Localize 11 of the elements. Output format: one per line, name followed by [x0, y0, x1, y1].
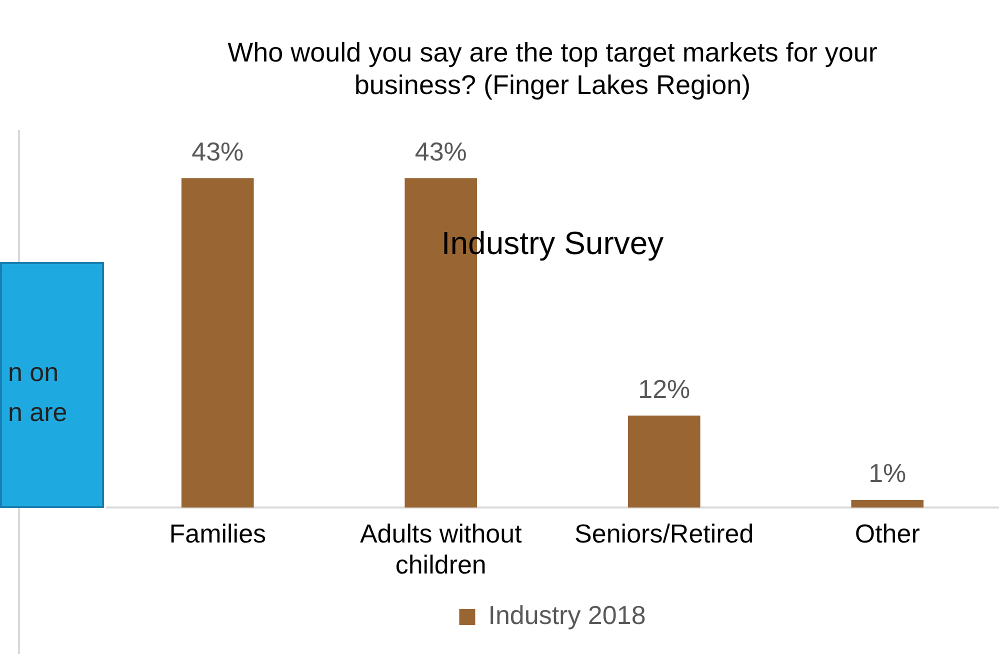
x-tick-label: Seniors/Retired	[574, 518, 754, 548]
legend-label: Industry 2018	[488, 600, 646, 630]
x-tick-label: Other	[854, 518, 920, 548]
data-label: 43%	[414, 136, 467, 166]
data-label: 12%	[638, 374, 690, 404]
chart-title: Who would you say are the top target markets for your business? (Finger Lakes Region)	[228, 38, 878, 100]
x-tick-label: Adults without children	[360, 518, 523, 580]
data-label: 43%	[192, 136, 244, 166]
x-tick-label: Families	[169, 518, 266, 548]
text-box: n on n are	[0, 262, 104, 508]
data-label: 1%	[868, 458, 906, 488]
